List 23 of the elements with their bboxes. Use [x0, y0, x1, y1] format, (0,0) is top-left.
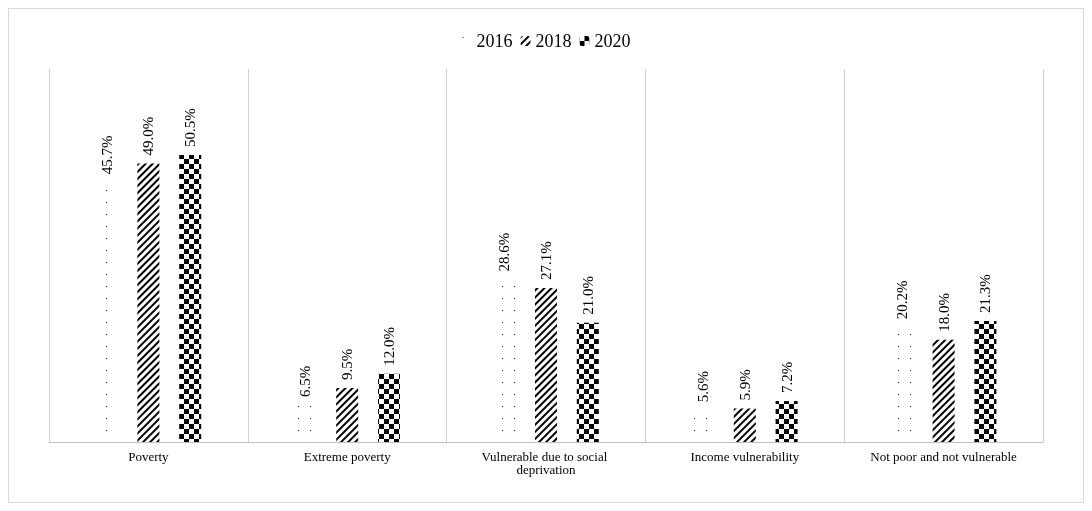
data-label: 9.5% [339, 348, 356, 381]
data-label: 28.6% [496, 232, 513, 272]
data-label: 27.1% [538, 241, 554, 281]
x-tick-label: Not poor and not vulnerable [870, 449, 1018, 464]
x-tick-label: Poverty [128, 449, 170, 464]
x-tick-label: Income vulnerability [690, 449, 800, 464]
data-label: 20.2% [893, 280, 910, 320]
data-label: 7.2% [778, 361, 795, 394]
x-tick-label: Extreme poverty [303, 449, 392, 464]
data-label: 50.5% [182, 108, 199, 148]
data-label: 21.0% [579, 275, 596, 315]
data-label: 21.3% [977, 274, 994, 313]
data-label: 5.6% [695, 370, 711, 403]
x-tick-label: Vulnerable due to social deprivation [481, 449, 611, 477]
data-label: 49.0% [140, 116, 157, 156]
data-label: 6.5% [297, 365, 314, 398]
legend-label: 2018 [535, 31, 572, 51]
legend-label: 2020 [594, 31, 631, 51]
data-label: 45.7% [98, 135, 115, 175]
data-label: 12.0% [381, 327, 397, 366]
legend-label: 2016 [476, 31, 513, 51]
data-label: 18.0% [935, 292, 952, 332]
data-label: 5.9% [736, 369, 753, 401]
